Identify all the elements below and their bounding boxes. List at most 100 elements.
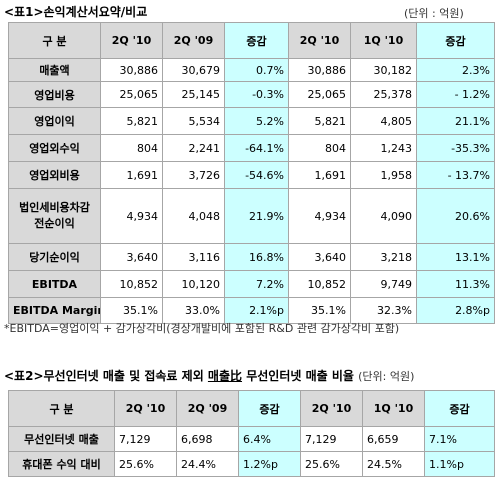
table-cell: 20.6% (416, 188, 495, 244)
table-row: EBITDA 10,852 10,120 7.2% 10,852 9,749 11.3% (8, 270, 495, 298)
table-cell: 25.6% (300, 451, 363, 477)
table-cell: 9,749 (350, 270, 417, 298)
row-label: EBITDA (8, 270, 101, 298)
table-cell: 16.8% (224, 243, 289, 271)
table-cell: 4,090 (350, 188, 417, 244)
table-cell: 35.1% (288, 297, 351, 324)
table-cell: 5,821 (100, 107, 163, 135)
table-cell: 3,116 (162, 243, 225, 271)
table-cell: 13.1% (416, 243, 495, 271)
table-cell: 25,145 (162, 81, 225, 108)
table1-header-2q10-b: 2Q '10 (288, 22, 351, 59)
table2-caption-part1: <표2>무선인터넷 매출 및 접속료 제외 (4, 369, 208, 383)
table-cell: 10,852 (288, 270, 351, 298)
table1-header-2q10-a: 2Q '10 (100, 22, 163, 59)
table-cell: 4,805 (350, 107, 417, 135)
table-cell: 25,378 (350, 81, 417, 108)
row-label: 법인세비용차감 전순이익 (8, 188, 101, 244)
row-label: 영업이익 (8, 107, 101, 135)
table-cell: 25,065 (100, 81, 163, 108)
table2-header-change-yoy: 증감 (238, 390, 301, 427)
table-cell: 3,640 (288, 243, 351, 271)
table-cell: -64.1% (224, 134, 289, 162)
table-cell: 6,698 (176, 426, 239, 452)
table-cell: 2,241 (162, 134, 225, 162)
row-label: 매출액 (8, 58, 101, 82)
table-cell: 0.7% (224, 58, 289, 82)
table-cell: - 13.7% (416, 161, 495, 189)
table2-caption-part3: 무선인터넷 매출 비율 (242, 369, 354, 383)
table-cell: 3,218 (350, 243, 417, 271)
table-cell: 10,120 (162, 270, 225, 298)
table1-header-2q09: 2Q '09 (162, 22, 225, 59)
table-cell: 2.3% (416, 58, 495, 82)
table-cell: 2.8%p (416, 297, 495, 324)
table-cell: 4,934 (100, 188, 163, 244)
table2-caption-part2: 매출比 (207, 369, 243, 383)
row-label: 영업비용 (8, 81, 101, 108)
table2-caption: <표2>무선인터넷 매출 및 접속료 제외 매출比 무선인터넷 매출 비율 (단… (4, 367, 414, 384)
table-cell: 33.0% (162, 297, 225, 324)
table-cell: 3,640 (100, 243, 163, 271)
table2-header-2q09: 2Q '09 (176, 390, 239, 427)
table-row: 영업외수익 804 2,241 -64.1% 804 1,243 -35.3% (8, 134, 495, 162)
table-cell: 4,934 (288, 188, 351, 244)
table-row: 영업이익 5,821 5,534 5.2% 5,821 4,805 21.1% (8, 107, 495, 135)
table-cell: 4,048 (162, 188, 225, 244)
table-cell: -35.3% (416, 134, 495, 162)
table1-unit: (단위 : 억원) (404, 7, 464, 20)
table-row: 무선인터넷 매출 7,129 6,698 6.4% 7,129 6,659 7.1% (8, 426, 495, 452)
table-row: 당기순이익 3,640 3,116 16.8% 3,640 3,218 13.1% (8, 243, 495, 271)
row-label: EBITDA Margin (8, 297, 101, 324)
row-label: 당기순이익 (8, 243, 101, 271)
table2-header-row: 구 분 2Q '10 2Q '09 증감 2Q '10 1Q '10 증감 (8, 390, 495, 427)
table-cell: 804 (100, 134, 163, 162)
income-statement-table: 구 분 2Q '10 2Q '09 증감 2Q '10 1Q '10 증감 매출… (8, 22, 495, 324)
table-cell: 1,691 (288, 161, 351, 189)
table1-header-change-yoy: 증감 (224, 22, 289, 59)
table-cell: 11.3% (416, 270, 495, 298)
row-label: 휴대폰 수익 대비 (8, 451, 115, 477)
table2-header-category: 구 분 (8, 390, 115, 427)
table-cell: 30,679 (162, 58, 225, 82)
table-cell: 10,852 (100, 270, 163, 298)
table-cell: 7.1% (424, 426, 495, 452)
table-row: 매출액 30,886 30,679 0.7% 30,886 30,182 2.3% (8, 58, 495, 82)
row-label: 영업외수익 (8, 134, 101, 162)
row-label: 무선인터넷 매출 (8, 426, 115, 452)
table-row: 영업외비용 1,691 3,726 -54.6% 1,691 1,958- 13.7% (8, 161, 495, 189)
table-cell: 25.6% (114, 451, 177, 477)
table1-caption: <표1>손익계산서요약/비교 (4, 5, 148, 19)
table-row: 법인세비용차감 전순이익 4,934 4,048 21.9% 4,934 4,090 20.6… (8, 188, 495, 244)
table-cell: 1.2%p (238, 451, 301, 477)
table-cell: 5.2% (224, 107, 289, 135)
table-cell: 7.2% (224, 270, 289, 298)
table2-header-change-qoq: 증감 (424, 390, 495, 427)
wireless-internet-table: 구 분 2Q '10 2Q '09 증감 2Q '10 1Q '10 증감 무선… (8, 390, 495, 477)
table-cell: - 1.2% (416, 81, 495, 108)
table-cell: 7,129 (300, 426, 363, 452)
table-cell: 1,243 (350, 134, 417, 162)
table-cell: 6.4% (238, 426, 301, 452)
table-cell: 804 (288, 134, 351, 162)
table-cell: 25,065 (288, 81, 351, 108)
table-cell: 32.3% (350, 297, 417, 324)
table1-header-change-qoq: 증감 (416, 22, 495, 59)
table-cell: 7,129 (114, 426, 177, 452)
table-cell: 21.9% (224, 188, 289, 244)
table-row: EBITDA Margin 35.1% 33.0% 2.1%p 35.1% 32.3% 2.… (8, 297, 495, 324)
table2-unit: (단위: 억원) (358, 370, 415, 383)
table1-header-1q10: 1Q '10 (350, 22, 417, 59)
table-cell: 1.1%p (424, 451, 495, 477)
table-cell: 3,726 (162, 161, 225, 189)
table-cell: 30,182 (350, 58, 417, 82)
table2-header-1q10: 1Q '10 (362, 390, 425, 427)
table-cell: 30,886 (100, 58, 163, 82)
table-row: 휴대폰 수익 대비 25.6% 24.4% 1.2%p 25.6% 24.5% 1.1%p (8, 451, 495, 477)
table-cell: 5,534 (162, 107, 225, 135)
table-cell: 6,659 (362, 426, 425, 452)
table-cell: 5,821 (288, 107, 351, 135)
table-cell: 30,886 (288, 58, 351, 82)
table-cell: -0.3% (224, 81, 289, 108)
table1-header-row: 구 분 2Q '10 2Q '09 증감 2Q '10 1Q '10 증감 (8, 22, 495, 59)
